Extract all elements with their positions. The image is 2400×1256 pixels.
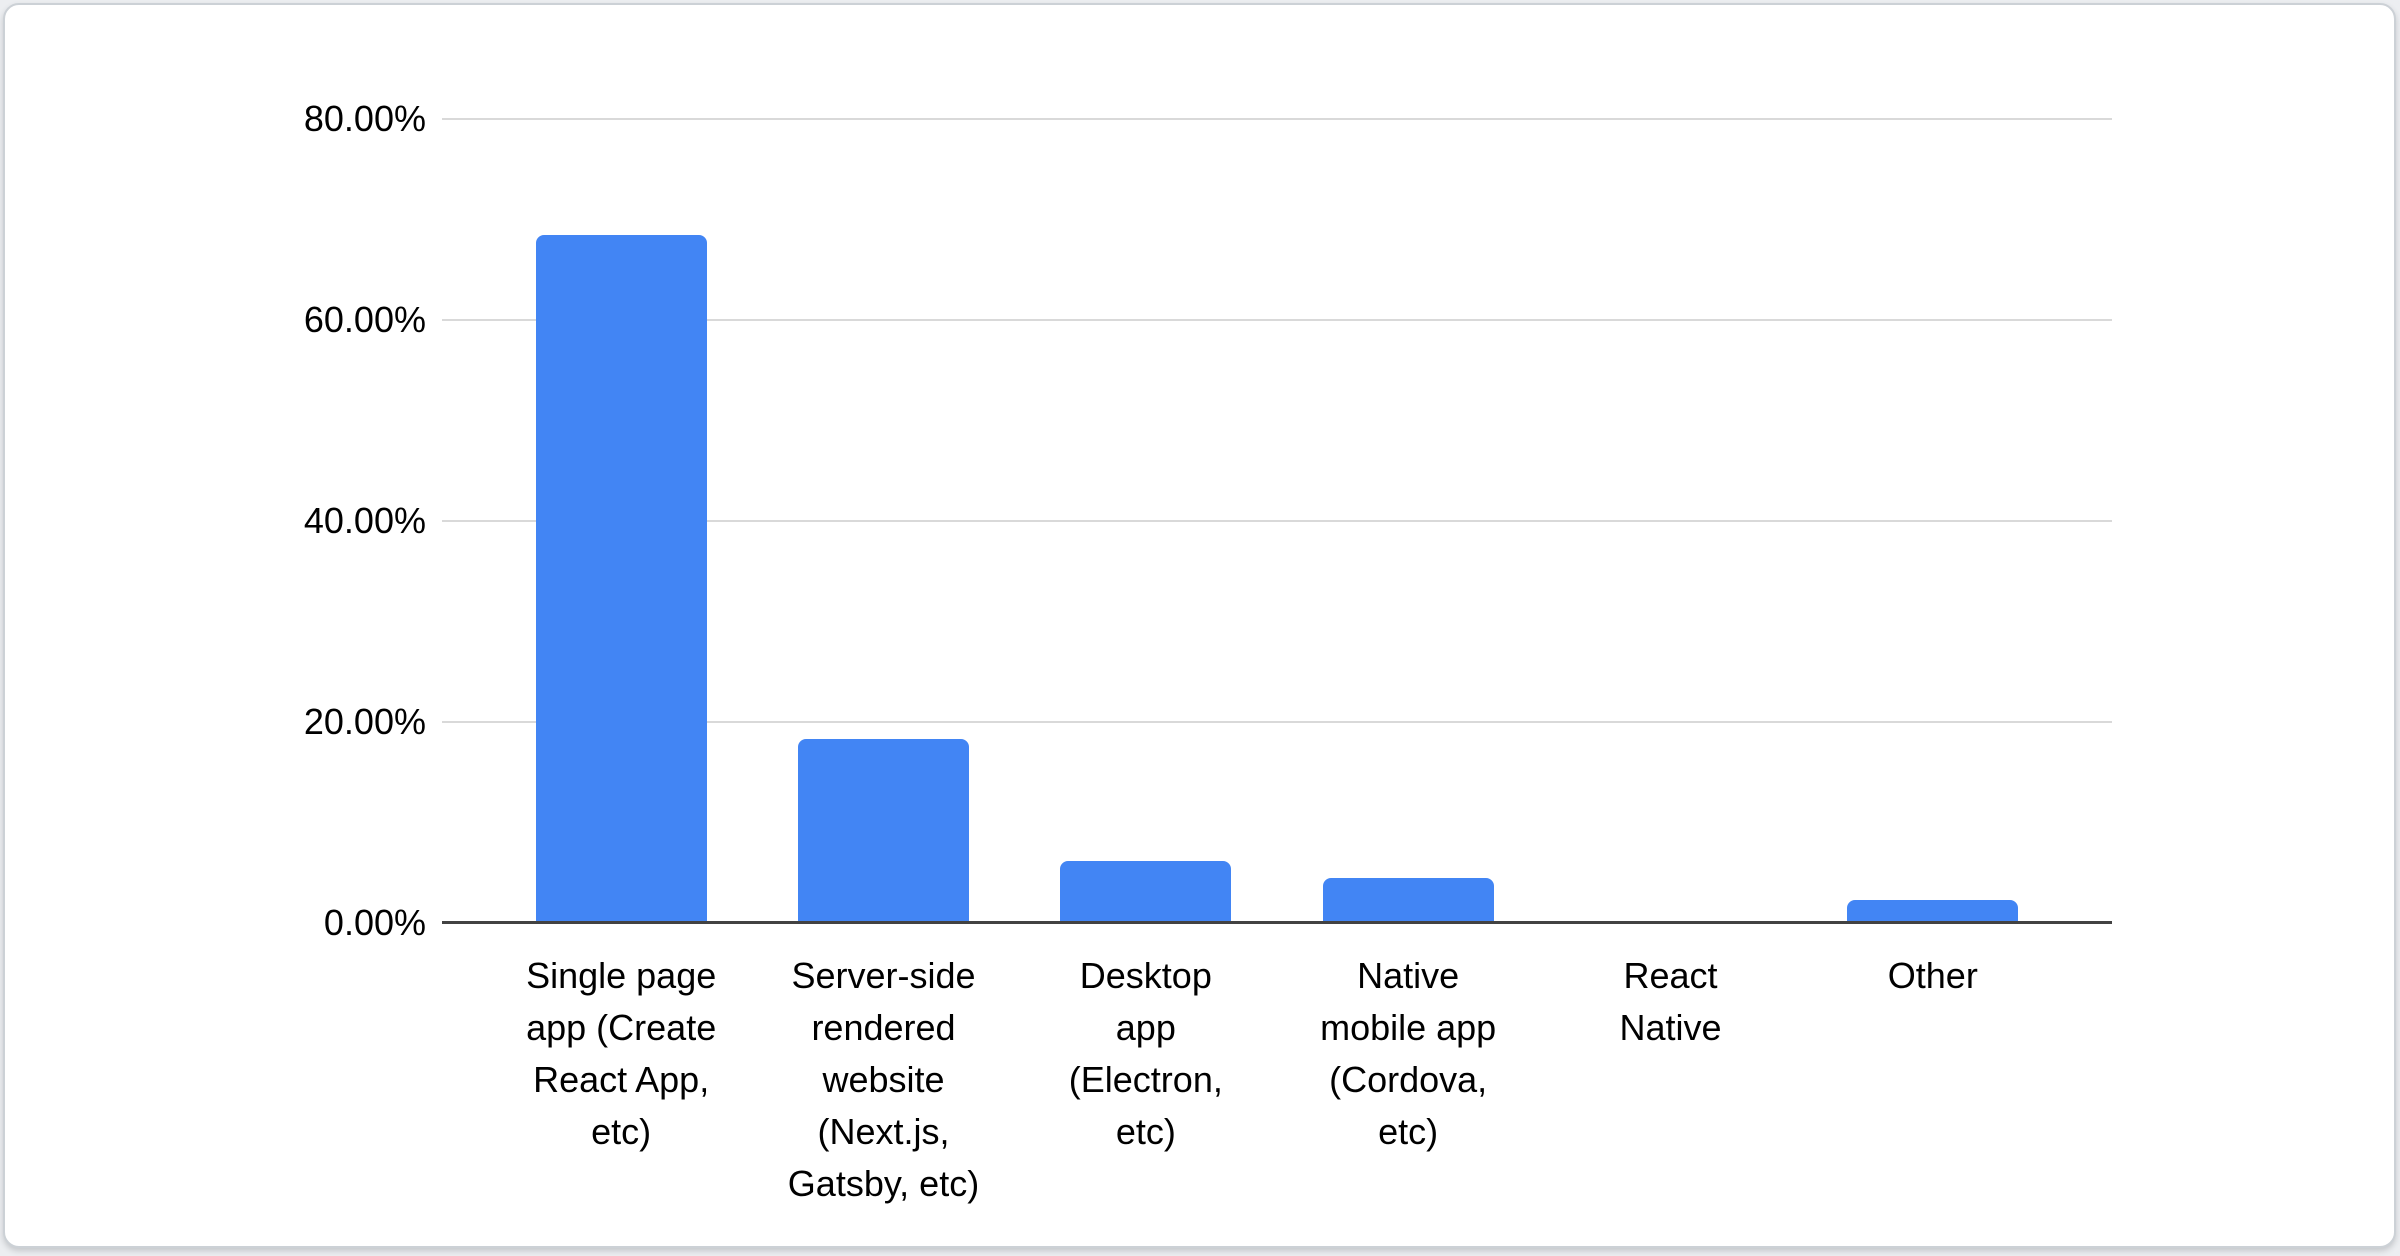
y-axis: 80.00% 60.00% 40.00% 20.00% 0.00% [5,98,426,943]
bars-row [490,119,2064,923]
x-axis-label: Single page app (Create React App, etc) [526,955,717,1152]
y-axis-tick-label: 40.00% [303,500,426,541]
bar-slot [752,119,1014,923]
bar [1847,899,2019,923]
bar-chart: 80.00% 60.00% 40.00% 20.00% 0.00% Single pag… [5,5,2394,1246]
x-axis-label: Server-side rendered website (Next.js, G… [787,955,980,1204]
y-axis-tick-label: 80.00% [303,98,426,139]
bar-slot [1015,119,1277,923]
y-axis-tick-label: 0.00% [323,902,426,943]
bar [797,739,969,923]
chart-card: 80.00% 60.00% 40.00% 20.00% 0.00% Single pag… [3,3,2396,1248]
plot-area [442,118,2112,924]
bar-slot [1539,119,1801,923]
bar [1322,877,1494,923]
x-axis-label: Native mobile app (Cordova, etc) [1320,955,1497,1152]
x-axis-line [442,921,2112,924]
y-axis-tick-label: 60.00% [303,299,426,340]
gridline-40pct [442,520,2112,522]
gridline-80pct [442,118,2112,120]
gridline-20pct [442,721,2112,723]
x-axis-labels: Single page app (Create React App, etc) S… [442,950,2112,1210]
x-axis-label: Other [1887,955,1978,996]
x-axis-label: Desktop app (Electron, etc) [1068,955,1223,1152]
x-axis-label: React Native [1619,955,1722,1048]
bar-slot [1802,119,2064,923]
bar-slot [490,119,752,923]
y-axis-tick-label: 20.00% [303,701,426,742]
bar-slot [1277,119,1539,923]
bar [535,234,707,923]
gridline-60pct [442,319,2112,321]
bar [1060,860,1232,923]
